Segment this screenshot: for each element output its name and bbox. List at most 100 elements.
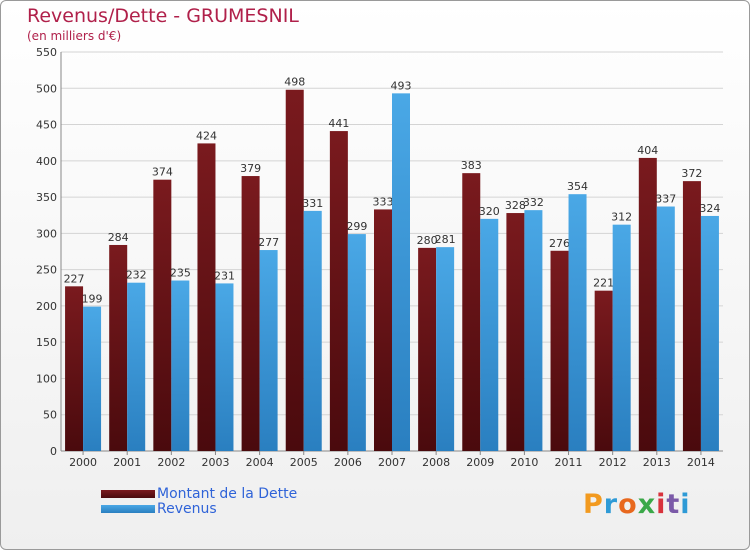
bar-revenue <box>656 206 675 451</box>
data-label-revenue: 493 <box>391 79 412 92</box>
proxiti-logo: Proxiti <box>583 489 691 520</box>
bar-revenue <box>171 280 190 451</box>
bar-debt <box>285 89 304 451</box>
x-tick-label: 2012 <box>599 456 627 469</box>
logo-letter: x <box>637 489 657 520</box>
data-label-revenue: 332 <box>523 196 544 209</box>
data-label-revenue: 312 <box>611 211 632 224</box>
bar-revenue <box>612 224 631 451</box>
y-tick-label: 0 <box>50 445 57 458</box>
data-label-debt: 383 <box>461 159 482 172</box>
data-label-debt: 441 <box>328 117 349 130</box>
y-tick-label: 300 <box>36 227 57 240</box>
bar-revenue <box>392 93 410 452</box>
logo-letter: t <box>666 489 681 520</box>
y-tick-label: 350 <box>36 191 57 204</box>
y-tick-label: 150 <box>36 336 57 349</box>
data-label-debt: 498 <box>284 76 305 89</box>
y-tick-label: 450 <box>36 119 57 132</box>
bar-debt <box>329 131 348 452</box>
logo-letter: i <box>656 489 667 520</box>
bar-revenue <box>83 306 102 451</box>
y-tick-label: 250 <box>36 264 57 277</box>
logo-letter: i <box>680 489 691 520</box>
bar-debt <box>153 179 172 451</box>
x-tick-label: 2014 <box>687 456 715 469</box>
data-label-revenue: 337 <box>655 193 676 206</box>
x-tick-label: 2004 <box>246 456 274 469</box>
bar-debt <box>65 286 84 451</box>
y-tick-label: 400 <box>36 155 57 168</box>
data-label-revenue: 320 <box>479 205 500 218</box>
bar-debt <box>109 244 128 451</box>
x-tick-label: 2010 <box>510 456 538 469</box>
chart-title: Revenus/Dette - GRUMESNIL <box>27 5 299 27</box>
x-tick-label: 2008 <box>422 456 450 469</box>
logo-letter: r <box>603 489 619 520</box>
bar-debt <box>462 173 481 451</box>
bar-revenue <box>303 210 322 451</box>
bar-debt <box>418 247 437 451</box>
y-tick-label: 50 <box>43 409 57 422</box>
bar-debt <box>594 290 613 451</box>
bar-debt <box>638 157 657 451</box>
legend-swatch-debt <box>101 490 155 498</box>
bar-debt <box>682 181 701 451</box>
data-label-revenue: 277 <box>258 236 279 249</box>
x-tick-label: 2003 <box>201 456 229 469</box>
data-label-revenue: 331 <box>302 197 323 210</box>
x-tick-label: 2006 <box>334 456 362 469</box>
data-label-debt: 404 <box>637 144 658 157</box>
data-label-debt: 379 <box>240 162 261 175</box>
data-label-revenue: 235 <box>170 267 191 280</box>
bar-revenue <box>127 282 146 451</box>
data-label-debt: 374 <box>152 166 173 179</box>
legend-label-debt: Montant de la Dette <box>157 486 298 502</box>
data-label-debt: 333 <box>373 195 394 208</box>
bar-revenue <box>347 234 366 451</box>
bar-revenue <box>259 250 278 451</box>
data-label-revenue: 299 <box>346 220 367 233</box>
data-label-revenue: 231 <box>214 269 235 282</box>
x-tick-label: 2000 <box>69 456 97 469</box>
data-label-debt: 284 <box>108 231 129 244</box>
y-tick-label: 550 <box>36 46 57 59</box>
chart-subtitle: (en milliers d'€) <box>27 29 122 43</box>
data-label-revenue: 354 <box>567 180 588 193</box>
legend-item-revenue: Revenus <box>101 501 217 517</box>
bar-revenue <box>480 218 499 451</box>
data-label-debt: 276 <box>549 237 570 250</box>
data-label-debt: 328 <box>505 199 526 212</box>
bar-debt <box>197 143 216 451</box>
legend-item-debt: Montant de la Dette <box>101 486 297 502</box>
data-label-debt: 424 <box>196 129 217 142</box>
data-label-debt: 372 <box>681 167 702 180</box>
y-tick-label: 500 <box>36 82 57 95</box>
x-tick-label: 2007 <box>378 456 406 469</box>
legend-swatch-revenue <box>101 505 155 513</box>
bar-revenue <box>568 194 587 451</box>
bar-revenue <box>436 247 455 451</box>
data-label-revenue: 232 <box>126 269 147 282</box>
x-tick-label: 2009 <box>466 456 494 469</box>
bar-revenue <box>215 283 234 451</box>
y-tick-label: 100 <box>36 372 57 385</box>
logo-letter: o <box>618 489 638 520</box>
bar-revenue <box>524 210 543 451</box>
data-label-debt: 221 <box>593 277 614 290</box>
data-label-revenue: 324 <box>699 202 720 215</box>
y-tick-label: 200 <box>36 300 57 313</box>
data-label-revenue: 281 <box>435 233 456 246</box>
x-tick-label: 2011 <box>555 456 583 469</box>
x-tick-label: 2013 <box>643 456 671 469</box>
x-tick-label: 2002 <box>157 456 185 469</box>
legend-label-revenue: Revenus <box>157 501 217 517</box>
bar-debt <box>241 176 260 451</box>
x-tick-label: 2001 <box>113 456 141 469</box>
data-label-debt: 280 <box>417 234 438 247</box>
bar-debt <box>506 213 525 451</box>
bar-debt <box>374 209 392 451</box>
data-label-debt: 227 <box>64 272 85 285</box>
